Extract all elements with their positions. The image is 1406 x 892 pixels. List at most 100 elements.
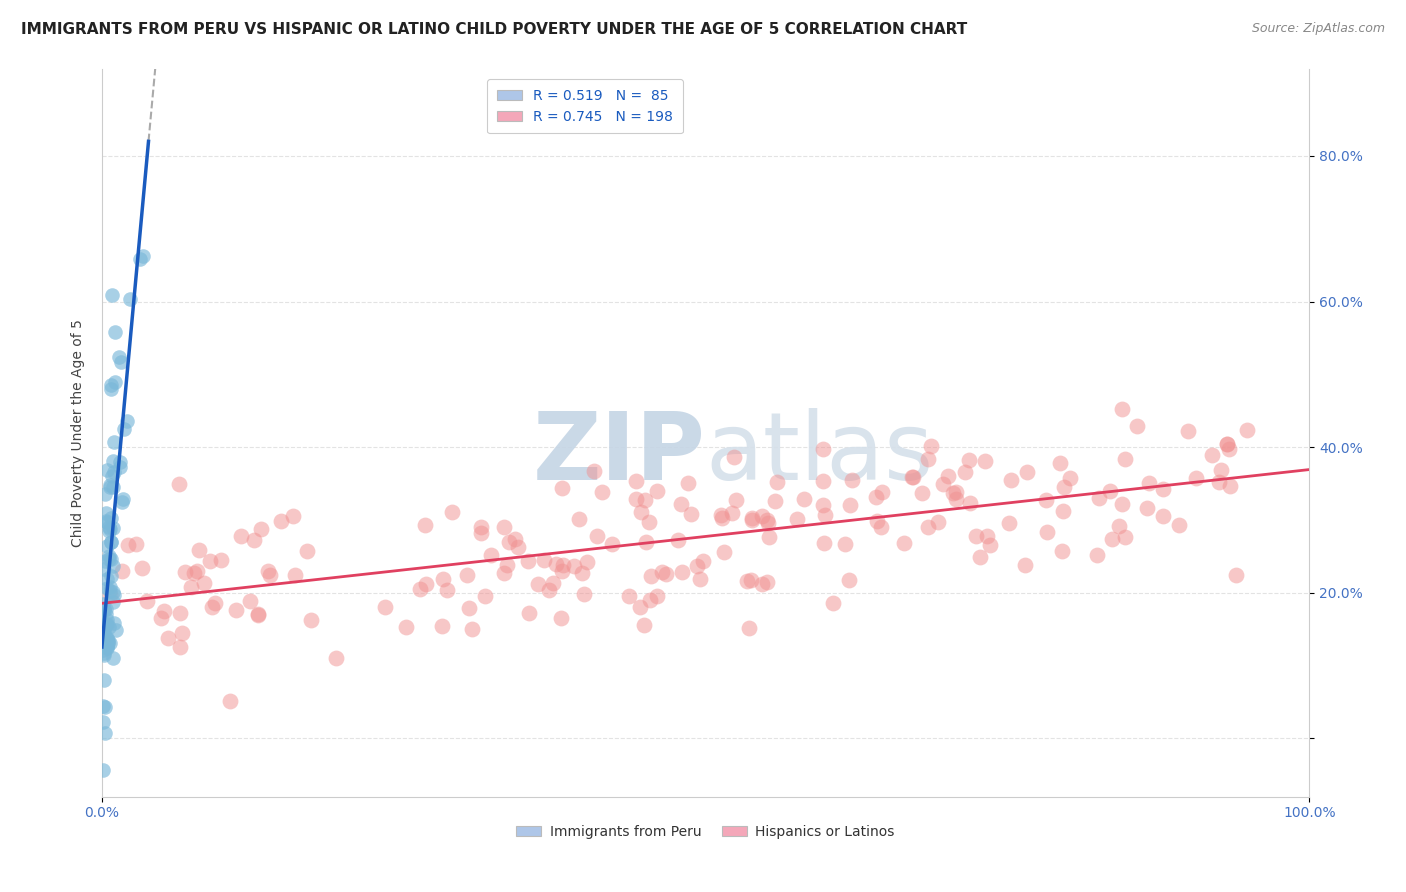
Point xyxy=(666,533,689,548)
Point xyxy=(125,537,148,551)
Point xyxy=(100,383,122,397)
Point xyxy=(669,498,692,512)
Point xyxy=(517,606,540,620)
Point xyxy=(786,512,808,526)
Point xyxy=(474,590,496,604)
Text: IMMIGRANTS FROM PERU VS HISPANIC OR LATINO CHILD POVERTY UNDER THE AGE OF 5 CORR: IMMIGRANTS FROM PERU VS HISPANIC OR LATI… xyxy=(21,22,967,37)
Point xyxy=(299,613,322,627)
Point xyxy=(187,542,209,557)
Point xyxy=(91,643,114,657)
Point xyxy=(495,558,517,573)
Point xyxy=(551,564,574,578)
Text: atlas: atlas xyxy=(706,409,934,500)
Point xyxy=(901,469,924,483)
Point xyxy=(132,249,155,263)
Point xyxy=(101,585,124,599)
Point xyxy=(170,625,193,640)
Point xyxy=(1209,463,1232,477)
Point xyxy=(969,550,991,565)
Point xyxy=(93,673,115,688)
Point xyxy=(97,632,120,647)
Point xyxy=(169,640,191,655)
Point xyxy=(103,588,125,602)
Point xyxy=(98,580,121,594)
Point xyxy=(1208,475,1230,490)
Point xyxy=(100,636,122,650)
Point xyxy=(1052,504,1074,518)
Point xyxy=(1215,436,1237,450)
Point xyxy=(395,620,418,634)
Point xyxy=(724,492,747,507)
Point xyxy=(959,496,981,510)
Point xyxy=(638,593,661,607)
Point xyxy=(103,466,125,480)
Point xyxy=(1087,491,1109,505)
Point xyxy=(838,573,860,587)
Point xyxy=(755,513,778,527)
Point xyxy=(91,698,114,713)
Point xyxy=(103,595,125,609)
Point xyxy=(671,565,693,579)
Point xyxy=(131,561,153,575)
Point xyxy=(104,325,127,339)
Point xyxy=(647,484,669,499)
Point xyxy=(93,700,115,714)
Point xyxy=(1111,498,1133,512)
Point xyxy=(505,532,527,546)
Point xyxy=(96,640,118,654)
Text: Source: ZipAtlas.com: Source: ZipAtlas.com xyxy=(1251,22,1385,36)
Point xyxy=(198,554,221,568)
Point xyxy=(591,485,613,500)
Point xyxy=(811,442,834,457)
Point xyxy=(96,632,118,646)
Point xyxy=(1152,509,1174,524)
Point xyxy=(1218,442,1240,456)
Point xyxy=(117,538,139,552)
Point xyxy=(118,292,141,306)
Point xyxy=(756,574,779,589)
Point xyxy=(96,463,118,477)
Point xyxy=(246,607,269,622)
Point xyxy=(91,714,114,729)
Point xyxy=(710,508,733,522)
Point xyxy=(834,537,856,551)
Point xyxy=(97,636,120,650)
Point xyxy=(98,549,121,563)
Point xyxy=(1108,519,1130,533)
Point xyxy=(456,567,478,582)
Point xyxy=(91,632,114,646)
Point xyxy=(1167,518,1189,533)
Point xyxy=(1201,448,1223,462)
Point xyxy=(247,607,270,622)
Point xyxy=(91,625,114,640)
Point xyxy=(574,587,596,601)
Point xyxy=(953,465,976,479)
Point xyxy=(108,460,131,475)
Point xyxy=(1185,471,1208,485)
Point xyxy=(1225,568,1247,582)
Point xyxy=(98,584,121,599)
Point xyxy=(209,553,232,567)
Point xyxy=(283,508,305,523)
Point xyxy=(98,480,121,494)
Point xyxy=(93,602,115,616)
Point xyxy=(111,494,134,508)
Point xyxy=(436,583,458,598)
Point xyxy=(409,582,432,596)
Point xyxy=(100,535,122,549)
Point xyxy=(626,492,648,507)
Point xyxy=(225,602,247,616)
Point xyxy=(543,575,565,590)
Point xyxy=(104,623,127,637)
Point xyxy=(737,621,759,635)
Point xyxy=(135,593,157,607)
Point xyxy=(101,454,124,468)
Point xyxy=(1114,452,1136,467)
Point xyxy=(1177,425,1199,439)
Point xyxy=(583,464,606,478)
Point xyxy=(94,618,117,632)
Point xyxy=(901,470,924,484)
Point xyxy=(94,635,117,649)
Point xyxy=(110,355,132,369)
Point xyxy=(686,558,709,573)
